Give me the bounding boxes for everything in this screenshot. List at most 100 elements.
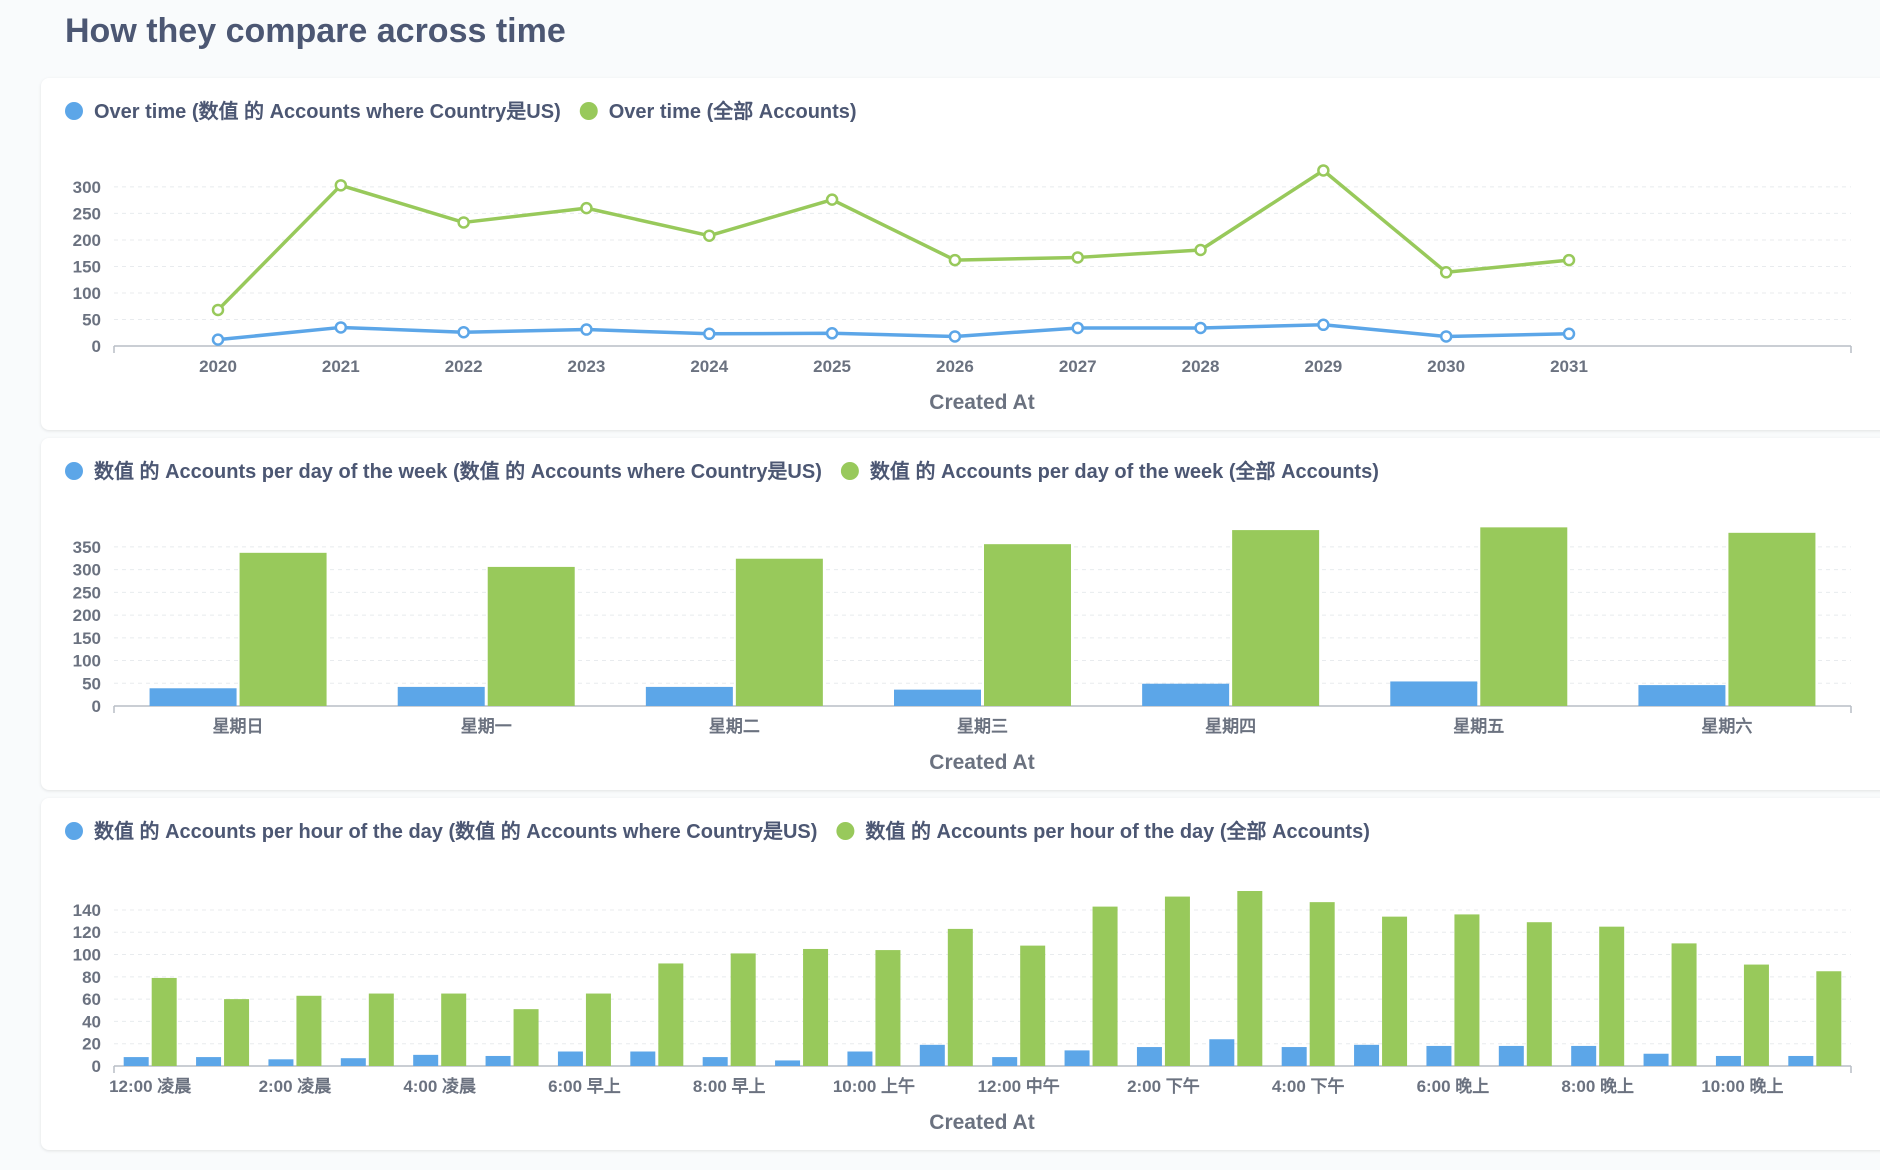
x-tick-label: 4:00 下午 bbox=[1272, 1076, 1345, 1096]
y-tick-label: 100 bbox=[73, 284, 101, 303]
y-tick-label: 120 bbox=[73, 923, 101, 942]
bar-all bbox=[1816, 971, 1842, 1066]
bar-all bbox=[1599, 926, 1625, 1066]
x-axis-title: Created At bbox=[929, 751, 1034, 774]
y-tick-label: 200 bbox=[73, 606, 101, 625]
bar-us bbox=[1281, 1047, 1307, 1066]
bar-us bbox=[894, 689, 981, 706]
legend-label-us: Over time (数值 的 Accounts where Country是U… bbox=[94, 99, 561, 123]
bar-us bbox=[413, 1054, 439, 1066]
y-tick-label: 60 bbox=[82, 990, 101, 1009]
y-tick-label: 0 bbox=[92, 1057, 101, 1076]
bar-all bbox=[803, 948, 829, 1066]
y-tick-label: 150 bbox=[73, 257, 101, 276]
data-point-us bbox=[334, 321, 348, 334]
bar-all bbox=[730, 953, 756, 1066]
x-tick-label: 2030 bbox=[1427, 357, 1465, 376]
bar-all bbox=[1480, 527, 1568, 706]
y-tick-label: 200 bbox=[73, 231, 101, 250]
bar-us bbox=[702, 1057, 728, 1066]
bar-us bbox=[149, 688, 237, 706]
legend-label-us: 数值 的 Accounts per hour of the day (数值 的 … bbox=[94, 819, 817, 843]
y-tick-label: 250 bbox=[73, 583, 101, 602]
legend-marker-us bbox=[65, 822, 83, 840]
data-point-all bbox=[211, 303, 225, 317]
y-tick-label: 250 bbox=[73, 204, 101, 223]
data-point-us bbox=[1317, 318, 1330, 332]
legend-label-all: Over time (全部 Accounts) bbox=[609, 99, 857, 123]
hour-of-day-chart: 数值 的 Accounts per hour of the day (数值 的 … bbox=[65, 819, 1852, 1134]
data-point-all bbox=[1194, 243, 1207, 257]
x-tick-label: 星期日 bbox=[213, 717, 264, 736]
x-axis-title: Created At bbox=[929, 1111, 1034, 1134]
bar-us bbox=[1354, 1044, 1380, 1066]
x-tick-label: 2021 bbox=[322, 357, 360, 376]
data-point-all bbox=[1439, 266, 1453, 279]
x-tick-label: 星期四 bbox=[1205, 717, 1256, 736]
bar-us bbox=[123, 1057, 149, 1066]
bar-all bbox=[1728, 532, 1816, 706]
x-tick-label: 10:00 上午 bbox=[833, 1076, 915, 1096]
data-point-us bbox=[825, 327, 839, 340]
x-tick-label: 6:00 晚上 bbox=[1417, 1076, 1490, 1096]
data-point-all bbox=[825, 193, 839, 206]
day-of-week-card: 数值 的 Accounts per day of the week (数值 的 … bbox=[41, 438, 1880, 790]
bar-all bbox=[1526, 922, 1552, 1066]
bar-us bbox=[1064, 1050, 1090, 1066]
y-tick-label: 20 bbox=[82, 1035, 101, 1054]
y-tick-label: 300 bbox=[73, 561, 101, 580]
data-point-us bbox=[211, 333, 225, 346]
bar-us bbox=[1643, 1053, 1669, 1066]
x-tick-label: 12:00 凌晨 bbox=[109, 1076, 192, 1096]
bar-all bbox=[1237, 891, 1263, 1066]
data-point-us bbox=[580, 323, 593, 336]
x-tick-label: 星期一 bbox=[461, 717, 512, 736]
bar-us bbox=[1390, 681, 1478, 706]
legend-marker-us bbox=[65, 462, 83, 480]
over-time-card: Over time (数值 的 Accounts where Country是U… bbox=[41, 78, 1880, 430]
bar-all bbox=[875, 950, 901, 1066]
x-tick-label: 2029 bbox=[1304, 357, 1342, 376]
y-tick-label: 100 bbox=[73, 652, 101, 671]
bar-all bbox=[296, 995, 322, 1066]
x-tick-label: 2:00 凌晨 bbox=[259, 1076, 333, 1096]
x-tick-label: 8:00 晚上 bbox=[1561, 1076, 1634, 1096]
series-line-us bbox=[217, 323, 1570, 342]
bar-us bbox=[919, 1044, 945, 1066]
x-tick-label: 6:00 早上 bbox=[548, 1077, 621, 1096]
hour-of-day-card: 数值 的 Accounts per hour of the day (数值 的 … bbox=[41, 798, 1880, 1150]
bar-us bbox=[1638, 685, 1726, 706]
bar-us bbox=[992, 1057, 1018, 1066]
y-tick-label: 350 bbox=[73, 538, 101, 557]
bar-us bbox=[1142, 683, 1230, 706]
bar-us bbox=[775, 1060, 801, 1066]
y-tick-label: 80 bbox=[82, 968, 101, 987]
bar-all bbox=[1309, 902, 1335, 1066]
bar-us bbox=[196, 1057, 222, 1066]
data-point-us bbox=[1562, 327, 1576, 341]
y-tick-label: 150 bbox=[73, 629, 101, 648]
x-tick-label: 2020 bbox=[199, 357, 237, 376]
y-tick-label: 300 bbox=[73, 178, 101, 197]
bar-us bbox=[1498, 1045, 1524, 1066]
x-tick-label: 2028 bbox=[1182, 357, 1220, 376]
x-tick-label: 2026 bbox=[936, 357, 974, 376]
data-point-all bbox=[580, 201, 593, 215]
page-title: How they compare across time bbox=[65, 12, 566, 50]
data-point-all bbox=[948, 253, 962, 267]
bar-all bbox=[1232, 530, 1320, 706]
data-point-us bbox=[1071, 321, 1084, 335]
x-tick-label: 2027 bbox=[1059, 357, 1097, 376]
legend-marker-us bbox=[65, 102, 83, 120]
x-tick-label: 12:00 中午 bbox=[978, 1076, 1060, 1096]
x-tick-label: 2023 bbox=[568, 357, 606, 376]
bar-all bbox=[151, 977, 177, 1066]
legend-marker-all bbox=[840, 462, 859, 480]
bar-us bbox=[1209, 1039, 1235, 1066]
bar-us bbox=[340, 1058, 366, 1066]
bar-us bbox=[1136, 1047, 1162, 1066]
bar-us bbox=[1426, 1045, 1452, 1066]
y-tick-label: 100 bbox=[73, 946, 101, 965]
bar-all bbox=[487, 566, 575, 706]
bar-all bbox=[735, 558, 823, 706]
